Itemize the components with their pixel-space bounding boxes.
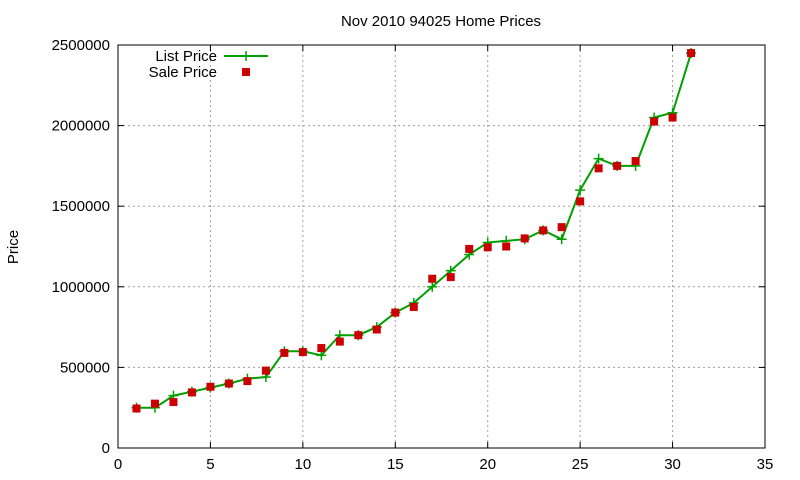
sale-price-point (465, 244, 474, 253)
chart-title: Nov 2010 94025 Home Prices (341, 13, 541, 30)
sale-price-point (243, 377, 252, 386)
sale-price-point (520, 234, 529, 243)
series-1 (132, 49, 696, 413)
y-tick-label: 500000 (60, 359, 110, 376)
sale-price-point (206, 382, 215, 391)
y-axis-title: Price (5, 230, 22, 264)
x-tick-label: 25 (572, 456, 589, 473)
y-tick-label: 2500000 (52, 37, 110, 54)
legend-label: Sale Price (149, 64, 217, 81)
x-tick-label: 0 (114, 456, 122, 473)
series-layer (131, 48, 697, 413)
sale-price-point (483, 243, 492, 252)
legend-label: List Price (155, 48, 217, 65)
x-tick-label: 10 (295, 456, 312, 473)
sale-price-point (668, 113, 677, 122)
sale-price-point (372, 325, 381, 334)
y-tick-labels: 0 500000 1000000 1500000 2000000 2500000 (52, 37, 110, 457)
sale-price-point (557, 223, 566, 232)
sale-price-point (428, 274, 437, 283)
sale-price-point (446, 273, 455, 282)
sale-price-point (539, 226, 548, 235)
sale-price-point (650, 117, 659, 126)
sale-price-point (132, 404, 141, 413)
y-tick-label: 2000000 (52, 118, 110, 135)
x-tick-labels: 0 5 10 15 20 25 30 35 (114, 456, 774, 473)
sale-price-point (502, 242, 511, 251)
plot-frame (117, 44, 766, 449)
sale-price-point (687, 49, 696, 58)
sale-price-point (298, 348, 307, 357)
x-tick-label: 15 (387, 456, 404, 473)
sale-price-point (187, 388, 196, 397)
list-price-point (556, 234, 567, 245)
sale-price-point (354, 331, 363, 340)
sale-price-point (224, 379, 233, 388)
axis-ticks (117, 44, 766, 449)
sale-price-point (150, 399, 159, 408)
sale-price-point (280, 348, 289, 357)
sale-price-point (409, 302, 418, 311)
x-tick-label: 30 (664, 456, 681, 473)
sale-price-point (335, 337, 344, 346)
legend-square-swatch (242, 68, 250, 76)
y-tick-label: 1500000 (52, 198, 110, 215)
sale-price-point (613, 161, 622, 170)
sale-price-point (169, 398, 178, 407)
x-tick-label: 20 (479, 456, 496, 473)
list-price-point (593, 153, 604, 164)
list-price-line (136, 52, 693, 409)
sale-price-point (391, 308, 400, 317)
list-price-point (427, 281, 438, 292)
legend-plus-swatch (241, 51, 251, 61)
series-0 (131, 48, 697, 413)
sale-price-point (594, 164, 603, 173)
sale-price-point (317, 344, 326, 353)
sale-price-point (631, 157, 640, 166)
list-price-point (575, 185, 586, 196)
y-tick-label: 1000000 (52, 279, 110, 296)
y-tick-label: 0 (102, 440, 110, 457)
sale-price-point (576, 197, 585, 206)
x-tick-label: 35 (757, 456, 774, 473)
sale-price-point (261, 366, 270, 375)
x-tick-label: 5 (206, 456, 214, 473)
